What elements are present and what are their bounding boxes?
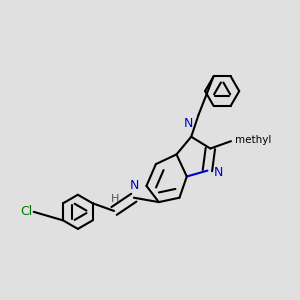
Text: H: H: [111, 194, 119, 205]
Text: N: N: [130, 179, 140, 192]
Text: methyl: methyl: [235, 135, 272, 145]
Text: N: N: [184, 117, 194, 130]
Text: Cl: Cl: [20, 205, 32, 218]
Text: N: N: [214, 166, 223, 178]
